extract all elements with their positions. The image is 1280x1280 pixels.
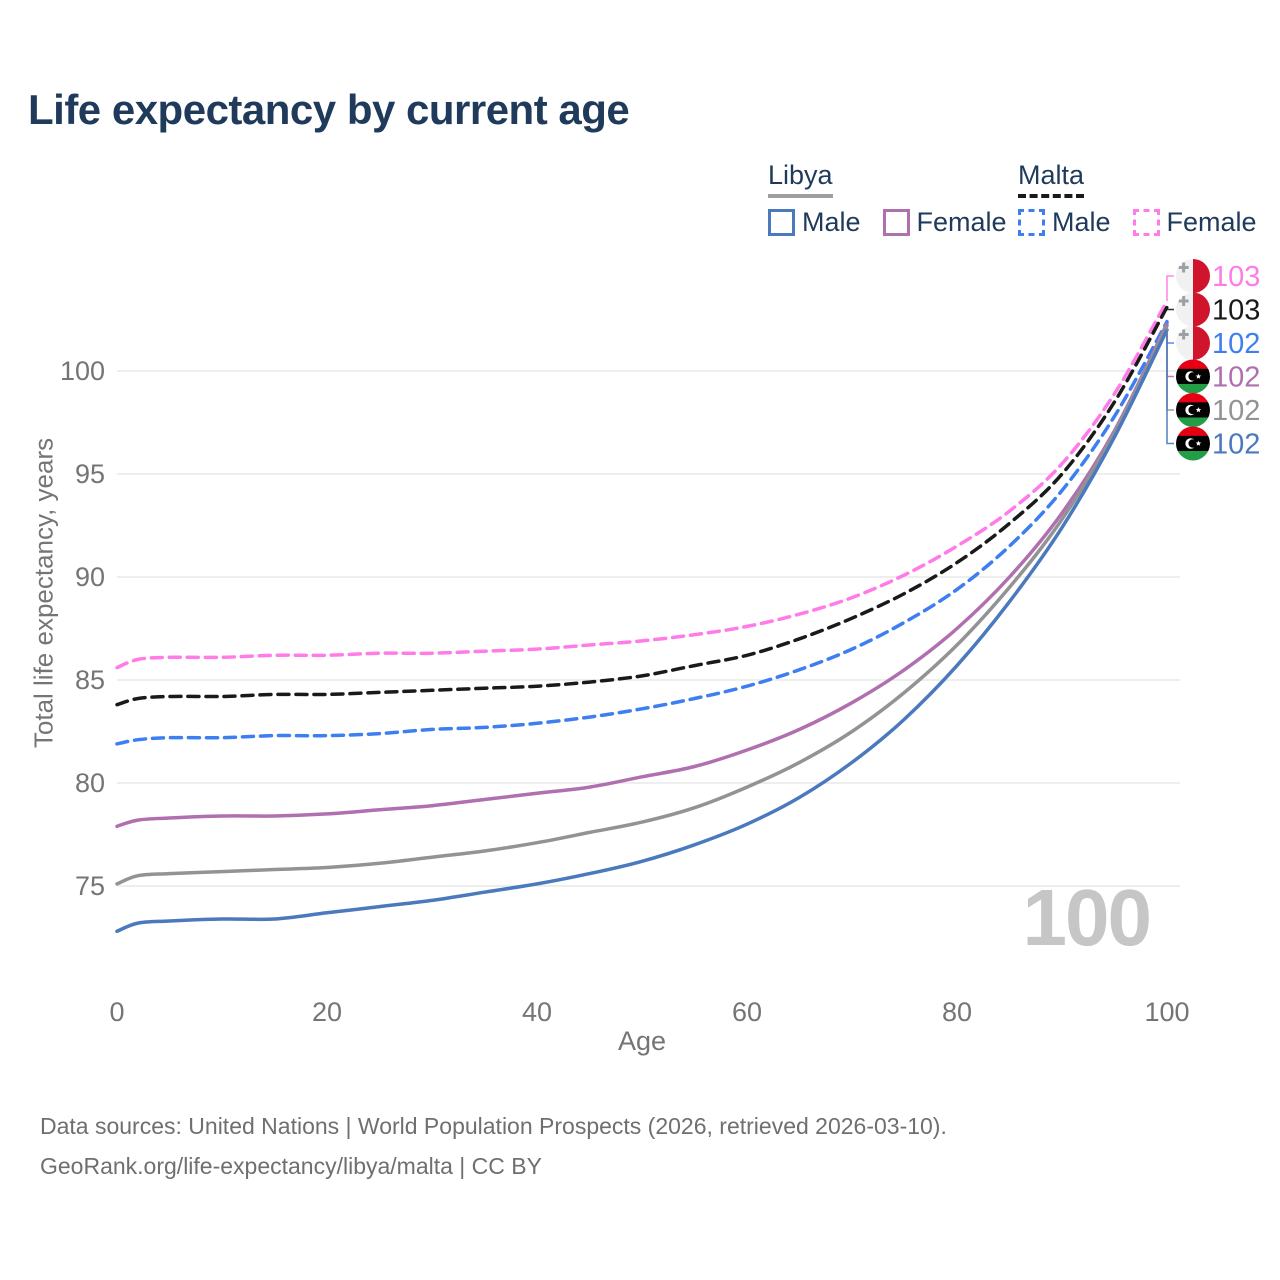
end-connector-malta-female: [1166, 275, 1174, 301]
flag-icon-libya: [1176, 426, 1210, 461]
legend-group-malta: Malta Male Female: [1018, 160, 1279, 238]
legend-items-libya: Male Female: [768, 207, 1029, 238]
legend-item-label: Female: [1166, 207, 1257, 237]
legend-country-libya[interactable]: Libya: [768, 160, 833, 198]
end-value-label-malta-male: 102: [1212, 328, 1260, 360]
page-title: Life expectancy by current age: [28, 86, 630, 133]
legend-swatch-malta-male: [1018, 209, 1045, 236]
flag-icon-malta: [1176, 292, 1210, 327]
legend-country-malta[interactable]: Malta: [1018, 160, 1085, 198]
end-value-label-malta-both: 103: [1212, 295, 1260, 327]
end-connector-libya-both: [1166, 325, 1174, 411]
x-tick-label-0: 0: [109, 997, 125, 1027]
footer-license-line: GeoRank.org/life-expectancy/libya/malta …: [40, 1153, 542, 1179]
x-tick-label-60: 60: [731, 997, 763, 1027]
end-value-label-libya-male: 102: [1212, 429, 1260, 461]
legend-group-libya: Libya Male Female: [768, 160, 1029, 238]
flag-icon-libya: [1176, 359, 1210, 394]
y-tick-label-90: 90: [74, 562, 105, 592]
legend-item-label: Male: [802, 207, 861, 237]
legend-item-libya-male[interactable]: Male: [768, 207, 861, 238]
x-tick-label-80: 80: [941, 997, 973, 1027]
series-line-libya-female[interactable]: [115, 321, 1169, 829]
footer: Data sources: United Nations | World Pop…: [40, 1106, 947, 1186]
x-tick-label-20: 20: [311, 997, 343, 1027]
end-value-label-malta-female: 103: [1212, 261, 1260, 293]
legend-items-malta: Male Female: [1018, 207, 1279, 238]
series-line-malta-male[interactable]: [115, 319, 1169, 746]
y-tick-label-100: 100: [59, 356, 105, 386]
legend-item-malta-female[interactable]: Female: [1132, 207, 1257, 238]
footer-source-line: Data sources: United Nations | World Pop…: [40, 1113, 947, 1139]
legend-item-label: Female: [916, 207, 1007, 237]
flag-icon-malta: [1176, 259, 1210, 293]
x-tick-label-100: 100: [1144, 997, 1190, 1027]
flag-icon-malta: [1176, 326, 1210, 360]
end-value-label-libya-both: 102: [1212, 395, 1260, 427]
y-tick-label-95: 95: [74, 459, 105, 489]
series-line-libya-both[interactable]: [115, 323, 1169, 886]
series-line-malta-female[interactable]: [115, 299, 1169, 670]
legend-item-malta-male[interactable]: Male: [1018, 207, 1111, 238]
series-line-malta-both[interactable]: [115, 305, 1169, 707]
legend-item-label: Male: [1052, 207, 1111, 237]
end-value-label-libya-female: 102: [1212, 362, 1260, 394]
age-counter-watermark: 100: [1022, 873, 1152, 962]
series-line-libya-male[interactable]: [115, 328, 1169, 934]
legend-item-libya-female[interactable]: Female: [882, 207, 1007, 238]
y-tick-label-75: 75: [74, 871, 105, 901]
flag-icon-libya: [1176, 393, 1210, 427]
y-tick-label-80: 80: [74, 768, 105, 798]
y-tick-label-85: 85: [74, 665, 105, 695]
legend-swatch-malta-female: [1132, 209, 1160, 236]
legend-swatch-libya-female: [882, 209, 910, 236]
x-axis-title: Age: [617, 1026, 667, 1056]
legend-swatch-libya-male: [768, 209, 795, 236]
end-connector-libya-male: [1166, 329, 1174, 445]
end-connector-malta-both: [1166, 307, 1174, 311]
x-tick-label-40: 40: [521, 997, 553, 1027]
